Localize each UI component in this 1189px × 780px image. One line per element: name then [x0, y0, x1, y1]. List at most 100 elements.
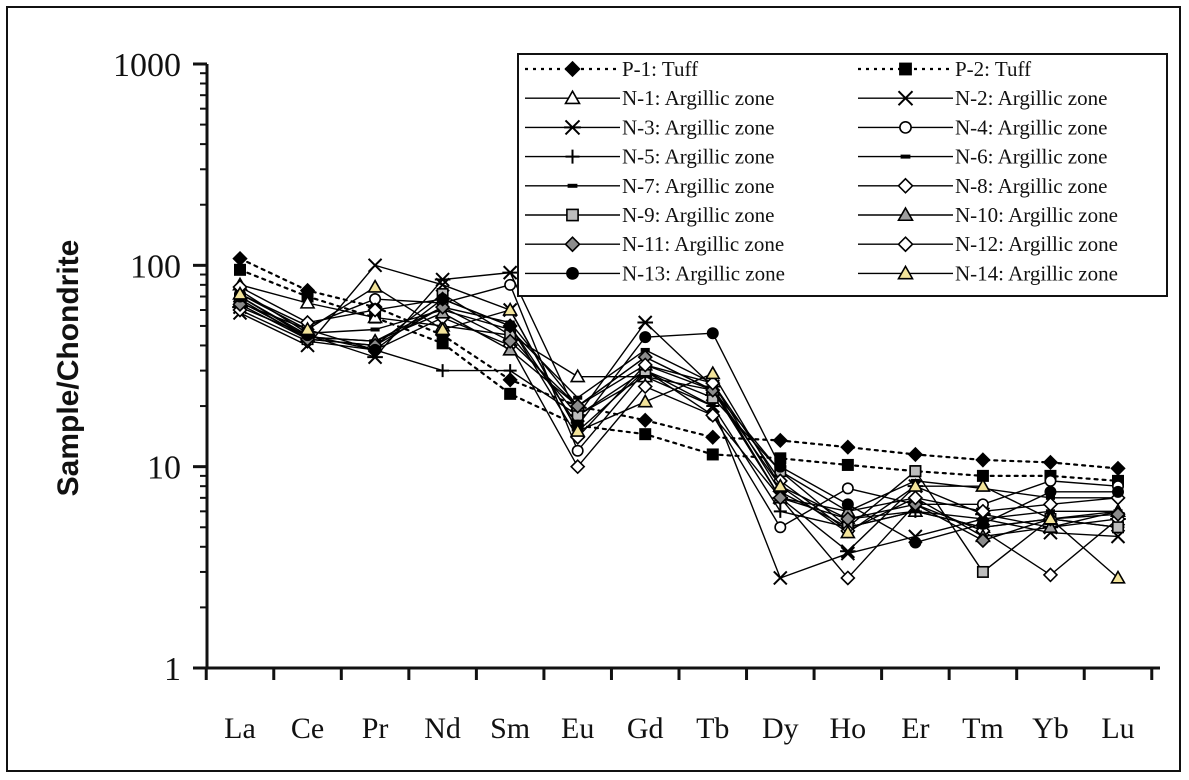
data-point-s14-er — [907, 490, 924, 506]
data-point-s6-sm — [504, 278, 517, 291]
legend-marker — [897, 90, 914, 106]
data-point-s2-nd — [436, 337, 449, 350]
data-point-s1-dy — [772, 432, 788, 449]
data-point-s16-nd — [434, 321, 451, 336]
data-point-s15-tb — [706, 327, 719, 340]
series-line-9 — [239, 289, 1119, 529]
x-tick-label-dy: Dy — [762, 712, 799, 745]
data-point-s16-eu — [569, 423, 586, 437]
legend-item-1: P-1: Tuff — [525, 57, 698, 81]
series-3 — [232, 276, 1126, 533]
data-point-s2-ho — [841, 458, 854, 471]
data-point-s15-ho — [841, 498, 854, 511]
legend-marker — [899, 121, 912, 134]
data-point-s3-eu — [569, 368, 586, 383]
legend-label: N-8: Argillic zone — [955, 174, 1107, 198]
data-point-s15-sm — [504, 319, 517, 332]
legend-label: N-10: Argillic zone — [955, 203, 1118, 227]
legend-item-13: N-11: Argillic zone — [525, 232, 784, 256]
data-point-s16-ho — [839, 524, 856, 539]
x-tick-label-ce: Ce — [291, 712, 324, 745]
y-tick-label: 100 — [130, 248, 181, 285]
y-axis-label: Sample/Chondrite — [52, 240, 85, 497]
legend-label: P-1: Tuff — [622, 57, 698, 81]
legend-label: N-7: Argillic zone — [622, 174, 774, 198]
data-point-s15-yb — [1044, 485, 1057, 498]
legend-marker — [564, 236, 581, 253]
data-point-s6-ho — [841, 482, 854, 495]
legend-marker — [566, 266, 579, 280]
x-tick-label-sm: Sm — [490, 712, 530, 745]
data-point-s1-er — [907, 446, 924, 463]
data-point-s1-la — [232, 250, 248, 267]
legend-marker — [564, 89, 581, 105]
data-point-s15-er — [909, 536, 922, 549]
x-tick-label-lu: Lu — [1101, 712, 1134, 745]
legend-label: N-6: Argillic zone — [955, 145, 1107, 169]
data-point-s11-tm — [976, 565, 989, 578]
series-line-1 — [238, 257, 1120, 470]
data-point-s1-tm — [975, 452, 991, 468]
x-tick-label-nd: Nd — [424, 712, 461, 745]
legend-label: N-2: Argillic zone — [955, 86, 1107, 110]
legend-item-14: N-12: Argillic zone — [858, 232, 1118, 256]
legend-item-5: N-3: Argillic zone — [525, 115, 774, 139]
data-point-s1-yb — [1042, 454, 1059, 471]
x-tick-label-la: La — [224, 712, 256, 745]
series-2 — [234, 263, 1125, 487]
x-tick-label-yb: Yb — [1032, 712, 1069, 745]
legend-item-3: N-1: Argillic zone — [525, 86, 774, 110]
x-tick-label-tm: Tm — [962, 712, 1004, 745]
series-line-16 — [239, 286, 1119, 579]
data-point-s16-ce — [299, 321, 316, 336]
data-point-s13-eu — [570, 398, 586, 414]
series-5 — [232, 265, 1126, 559]
series-10 — [232, 302, 1126, 586]
legend-label: N-13: Argillic zone — [622, 261, 785, 285]
legend-item-16: N-14: Argillic zone — [858, 261, 1118, 285]
legend-marker — [897, 206, 914, 222]
data-point-s15-gd — [639, 331, 652, 344]
data-point-s6-eu — [571, 444, 584, 457]
data-point-s16-gd — [637, 393, 654, 408]
series-line-12 — [239, 300, 1119, 538]
legend-item-8: N-6: Argillic zone — [858, 145, 1107, 169]
data-point-s10-tb — [705, 407, 721, 423]
data-point-s14-tm — [975, 503, 991, 519]
series-line-15 — [239, 295, 1119, 544]
data-point-s10-eu — [570, 459, 586, 475]
series-16 — [232, 278, 1126, 584]
data-point-s2-la — [234, 263, 247, 276]
series-8 — [235, 294, 1123, 514]
x-tick-label-eu: Eu — [561, 712, 594, 745]
legend-label: N-3: Argillic zone — [622, 115, 774, 139]
data-point-s1-gd — [637, 412, 653, 428]
data-point-s14-pr — [367, 302, 383, 318]
data-point-s2-sm — [504, 387, 517, 400]
legend-item-6: N-4: Argillic zone — [858, 115, 1107, 139]
data-point-s16-tm — [975, 478, 991, 492]
data-point-s10-yb — [1042, 567, 1059, 583]
data-point-s15-nd — [436, 293, 449, 306]
legend-item-2: P-2: Tuff — [858, 57, 1031, 81]
series-14 — [232, 279, 1126, 539]
data-point-s2-gd — [639, 428, 652, 441]
data-point-s15-pr — [369, 343, 382, 356]
data-point-s16-la — [232, 285, 248, 300]
legend-label: N-4: Argillic zone — [955, 115, 1107, 139]
data-point-s5-gd — [637, 315, 654, 330]
data-point-s12-sm — [502, 341, 519, 356]
data-point-s3-ce — [299, 294, 316, 309]
legend-item-10: N-8: Argillic zone — [858, 174, 1107, 198]
data-point-s11-er — [909, 465, 922, 478]
legend-marker — [899, 62, 912, 76]
data-point-s15-tm — [976, 517, 989, 530]
legend-item-7: N-5: Argillic zone — [525, 145, 774, 169]
data-point-s13-lu — [1110, 506, 1126, 522]
legend-label: P-2: Tuff — [955, 57, 1031, 81]
data-point-s16-sm — [502, 301, 519, 316]
x-tick-label-er: Er — [901, 712, 929, 745]
y-tick-label: 1 — [164, 651, 181, 688]
legend-marker — [566, 208, 579, 222]
